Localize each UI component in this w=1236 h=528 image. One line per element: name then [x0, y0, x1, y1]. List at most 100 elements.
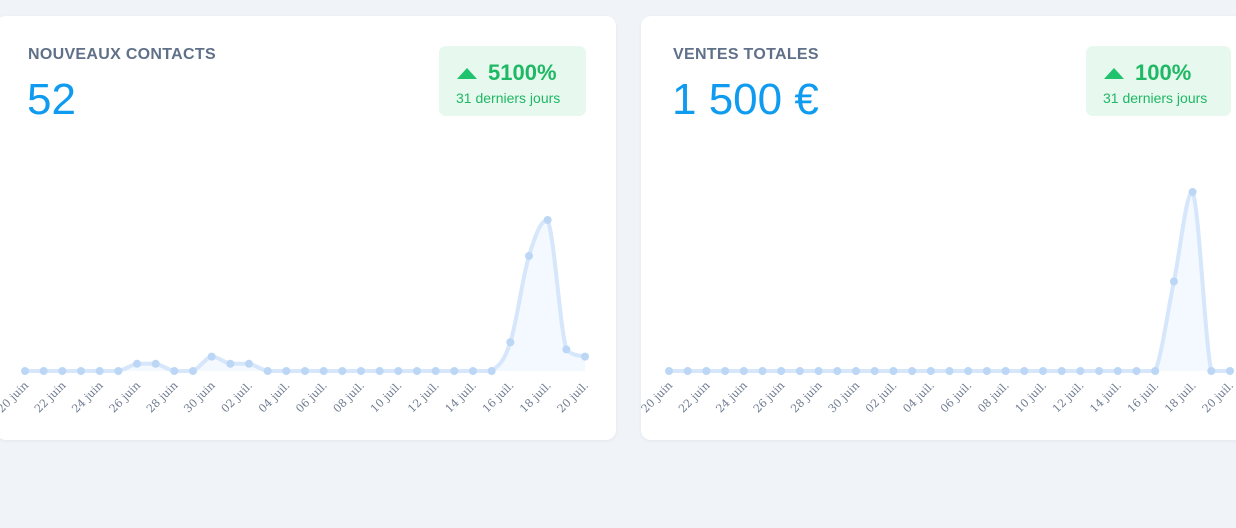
- x-tick-label: 14 juil.: [443, 379, 479, 415]
- x-tick-label: 24 juin: [69, 379, 105, 415]
- data-point[interactable]: [338, 367, 347, 375]
- data-point[interactable]: [1039, 367, 1047, 375]
- data-point[interactable]: [1076, 367, 1085, 375]
- data-point[interactable]: [413, 367, 421, 375]
- x-tick-label: 28 juin: [788, 379, 824, 415]
- data-point[interactable]: [170, 367, 179, 375]
- x-tick-label: 30 juin: [181, 379, 217, 415]
- area-fill: [669, 192, 1230, 371]
- data-point[interactable]: [114, 367, 123, 375]
- x-tick-label: 28 juin: [144, 379, 180, 415]
- x-tick-label: 12 juil.: [405, 379, 441, 415]
- data-point[interactable]: [450, 367, 459, 375]
- data-point[interactable]: [795, 367, 804, 375]
- data-point[interactable]: [1020, 367, 1029, 375]
- triangle-up-icon: [457, 68, 477, 79]
- data-point[interactable]: [77, 367, 85, 375]
- x-tick-label: 04 juil.: [256, 379, 292, 415]
- x-tick-label: 14 juil.: [1087, 379, 1123, 415]
- x-tick-label: 16 juil.: [1125, 379, 1161, 415]
- data-point[interactable]: [39, 367, 48, 375]
- data-point[interactable]: [1095, 367, 1104, 375]
- data-point[interactable]: [758, 367, 767, 375]
- data-point[interactable]: [133, 359, 141, 368]
- data-point[interactable]: [562, 345, 571, 354]
- data-point[interactable]: [1113, 367, 1122, 375]
- x-tick-label: 18 juil.: [517, 379, 553, 415]
- series-line: [667, 190, 1232, 373]
- data-point[interactable]: [683, 367, 692, 375]
- data-point[interactable]: [1169, 277, 1178, 286]
- data-point[interactable]: [21, 367, 29, 375]
- x-tick-label: 18 juil.: [1162, 379, 1198, 415]
- data-point[interactable]: [964, 367, 973, 375]
- data-point[interactable]: [245, 359, 253, 368]
- data-point[interactable]: [870, 367, 879, 375]
- data-point[interactable]: [889, 367, 898, 375]
- data-point[interactable]: [833, 367, 842, 375]
- card-value: 52: [27, 75, 76, 124]
- data-point[interactable]: [487, 367, 496, 375]
- card-title: NOUVEAUX CONTACTS: [28, 46, 216, 63]
- x-tick-label: 12 juil.: [1050, 379, 1086, 415]
- data-point[interactable]: [469, 367, 477, 375]
- x-tick-label: 24 juin: [713, 379, 749, 415]
- data-point[interactable]: [226, 359, 235, 368]
- trend-period: 31 derniers jours: [456, 90, 561, 106]
- data-point[interactable]: [375, 367, 384, 375]
- data-point[interactable]: [525, 251, 533, 260]
- data-point[interactable]: [543, 216, 552, 224]
- triangle-up-icon: [1104, 68, 1124, 79]
- data-point[interactable]: [394, 367, 403, 375]
- data-point[interactable]: [1151, 367, 1160, 375]
- x-tick-label: 22 juin: [676, 379, 712, 415]
- x-tick-label: 22 juin: [32, 379, 68, 415]
- data-point[interactable]: [151, 359, 160, 368]
- data-point[interactable]: [721, 367, 730, 375]
- data-point[interactable]: [301, 367, 309, 375]
- data-point[interactable]: [431, 367, 440, 375]
- data-point[interactable]: [1207, 367, 1216, 375]
- data-point[interactable]: [777, 367, 786, 375]
- data-point[interactable]: [702, 367, 711, 375]
- data-point[interactable]: [945, 367, 954, 375]
- series-line: [23, 218, 587, 373]
- data-point[interactable]: [908, 367, 917, 375]
- data-point[interactable]: [282, 367, 291, 375]
- x-tick-label: 08 juil.: [331, 379, 367, 415]
- x-tick-label: 26 juin: [751, 379, 787, 415]
- data-point[interactable]: [319, 367, 328, 375]
- data-point[interactable]: [1001, 367, 1010, 375]
- card-value: 1 500 €: [672, 75, 819, 124]
- data-point[interactable]: [95, 367, 104, 375]
- data-point[interactable]: [739, 367, 748, 375]
- sales-area-chart: 20 juin 22 juin 24 juin 26 juin 28 juin 30 ju…: [641, 188, 1236, 415]
- x-tick-label: 20 juin: [641, 379, 675, 415]
- data-point[interactable]: [581, 352, 589, 361]
- data-point[interactable]: [189, 367, 197, 375]
- x-tick-label: 20 juil.: [555, 379, 591, 415]
- data-point[interactable]: [982, 367, 991, 375]
- trend-badge: 5100% 31 derniers jours: [439, 46, 586, 116]
- data-point[interactable]: [852, 367, 860, 375]
- data-point[interactable]: [1057, 367, 1066, 375]
- x-tick-label: 06 juil.: [293, 379, 329, 415]
- x-tick-label: 16 juil.: [480, 379, 516, 415]
- data-point[interactable]: [926, 367, 935, 375]
- data-point[interactable]: [665, 367, 673, 375]
- new-contacts-card: NOUVEAUX CONTACTS 52 5100% 31 derniers j…: [0, 16, 616, 440]
- x-tick-label: 26 juin: [107, 379, 143, 415]
- x-tick-label: 30 juin: [826, 379, 862, 415]
- data-point[interactable]: [1226, 367, 1234, 375]
- data-point[interactable]: [207, 352, 216, 361]
- data-point[interactable]: [357, 367, 365, 375]
- data-point[interactable]: [1132, 367, 1141, 375]
- area-fill: [25, 220, 585, 371]
- data-point[interactable]: [263, 367, 272, 375]
- x-tick-label: 08 juil.: [975, 379, 1011, 415]
- contacts-area-chart: 20 juin 22 juin 24 juin 26 juin 28 juin 30 ju…: [0, 216, 591, 415]
- data-point[interactable]: [58, 367, 67, 375]
- data-point[interactable]: [814, 367, 823, 375]
- data-point[interactable]: [1188, 188, 1197, 196]
- data-point[interactable]: [506, 338, 515, 347]
